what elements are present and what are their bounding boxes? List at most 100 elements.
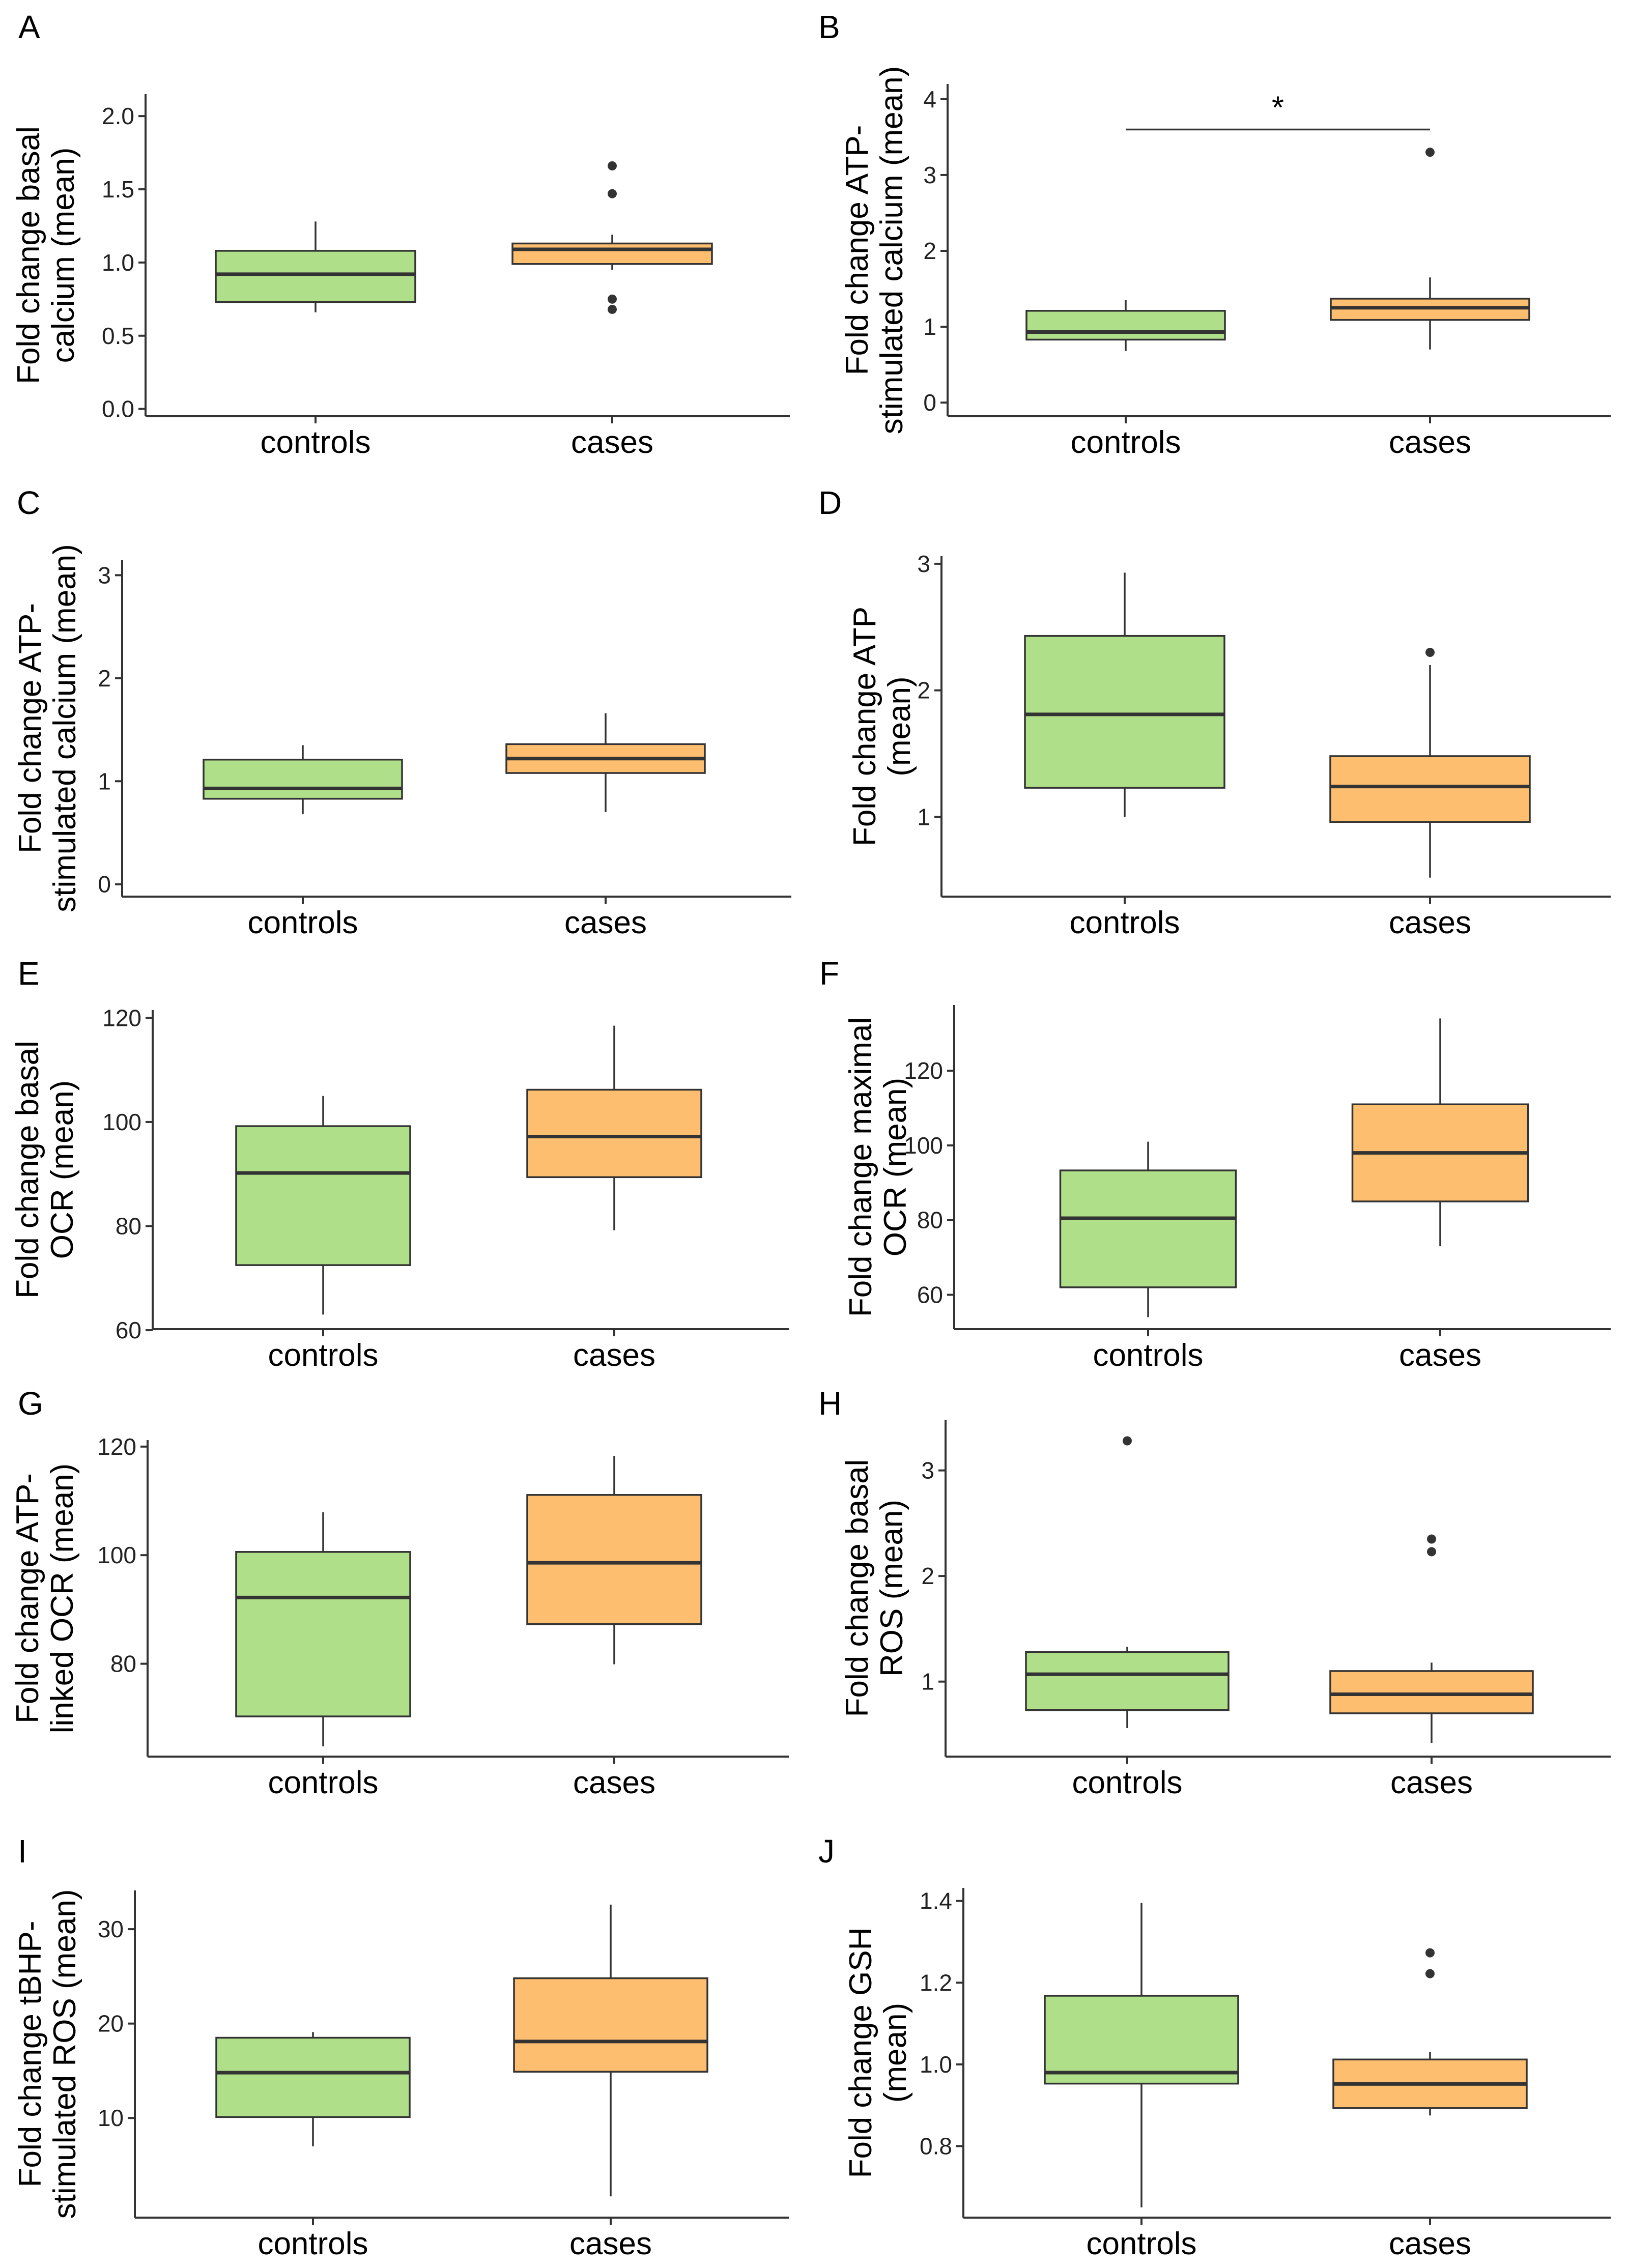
y-tick-label: 1	[921, 1669, 934, 1695]
y-axis-title-line: Fold change ATP-	[13, 603, 48, 853]
panel-j: J 0.8 1.0 1.2 1.4 Fold change GSH(mean) contro…	[818, 1833, 1611, 2261]
cases-box	[513, 1977, 708, 2073]
panel-a: A 0.0 0.5 1.0 1.5 2.0 Fold change basalcalcium…	[11, 9, 790, 460]
panel-e: E 60 80 100 120 Fold change basalOCR (mean) co…	[10, 955, 789, 1373]
y-axis-title-line: Fold change basal	[840, 1459, 875, 1717]
cases-box	[1329, 755, 1531, 823]
y-axis-title-line: (mean)	[878, 2003, 913, 2103]
y-tick-label: 1	[923, 313, 936, 340]
y-axis-title-line: Fold change tBHP-	[13, 1921, 48, 2188]
y-axis-title-line: Fold change ATP	[847, 607, 882, 846]
y-axis-title-line: linked OCR (mean)	[45, 1463, 80, 1734]
y-tick-label: 2	[917, 677, 930, 704]
y-tick-label: 1.4	[920, 1888, 952, 1914]
controls-category-label: controls	[268, 1765, 378, 1800]
y-axis-title: Fold change ATP-linked OCR (mean)	[10, 1463, 80, 1734]
cases-box	[526, 1088, 702, 1179]
y-tick-label: 1	[98, 768, 111, 794]
panel-c-letter: C	[17, 484, 40, 521]
y-tick-label: 1.5	[102, 176, 134, 203]
cases-outlier-point	[1427, 1547, 1436, 1557]
y-tick-label: 0.5	[102, 323, 134, 349]
cases-box	[511, 242, 713, 265]
y-tick-label: 120	[904, 1057, 943, 1084]
y-tick-label: 100	[904, 1132, 943, 1159]
controls-category-label: controls	[1069, 905, 1180, 940]
controls-box	[215, 250, 416, 303]
y-tick-label: 3	[921, 1457, 934, 1484]
y-tick-label: 3	[923, 162, 936, 188]
controls-box	[203, 758, 403, 800]
y-tick-label: 1.0	[102, 249, 134, 276]
y-axis-title-line: OCR (mean)	[45, 1080, 80, 1259]
cases-box	[1329, 1670, 1534, 1714]
cases-category-label: cases	[564, 905, 647, 940]
controls-box	[235, 1551, 411, 1717]
panel-h-letter: H	[818, 1385, 842, 1422]
y-tick-label: 0.0	[102, 396, 134, 422]
y-tick-label: 1.2	[920, 1969, 952, 1996]
panel-d-letter: D	[818, 484, 842, 521]
panel-i: I 10 20 30 Fold change tBHP-stimulated ROS (…	[13, 1833, 789, 2261]
cases-category-label: cases	[569, 2226, 652, 2261]
panel-g-letter: G	[18, 1385, 43, 1422]
y-axis-title: Fold change tBHP-stimulated ROS (mean)	[13, 1889, 82, 2219]
y-axis-title: Fold change ATP(mean)	[847, 607, 917, 846]
controls-category-label: controls	[1093, 1338, 1203, 1373]
y-axis-title-line: Fold change basal	[11, 126, 46, 384]
y-tick-label: 120	[97, 1433, 136, 1460]
cases-outlier-point	[608, 189, 617, 198]
controls-category-label: controls	[1072, 1765, 1182, 1800]
y-axis-title: Fold change basalROS (mean)	[840, 1459, 909, 1717]
panel-b: B 0 1 2 3 4 Fold change ATP-stimulated calcium…	[818, 9, 1611, 460]
cases-category-label: cases	[571, 425, 653, 460]
panel-e-letter: E	[18, 955, 40, 992]
y-tick-label: 10	[98, 2105, 124, 2131]
controls-category-label: controls	[268, 1338, 378, 1373]
y-tick-label: 1.0	[920, 2051, 952, 2078]
panel-b-letter: B	[818, 9, 840, 45]
cases-box	[526, 1494, 702, 1625]
y-axis-title: Fold change ATP-stimulated calcium (mean…	[840, 66, 909, 435]
y-axis-title-line: stimulated calcium (mean)	[874, 66, 909, 435]
y-tick-label: 20	[98, 2011, 124, 2037]
cases-category-label: cases	[1389, 2226, 1471, 2261]
y-axis-title: Fold change maximalOCR (mean)	[843, 1017, 913, 1317]
y-axis-title-line: calcium (mean)	[46, 148, 81, 363]
controls-box	[215, 2036, 411, 2118]
y-tick-label: 3	[98, 562, 111, 588]
y-tick-label: 2	[921, 1563, 934, 1589]
y-tick-label: 0.8	[920, 2133, 952, 2159]
panel-j-letter: J	[818, 1833, 835, 1870]
cases-category-label: cases	[573, 1338, 655, 1373]
y-axis-title-line: Fold change maximal	[843, 1017, 878, 1317]
y-axis-title-line: ROS (mean)	[874, 1500, 909, 1677]
y-tick-label: 120	[102, 1004, 141, 1031]
y-axis-title-line: (mean)	[882, 676, 917, 776]
y-tick-label: 80	[116, 1213, 141, 1239]
y-tick-label: 60	[917, 1281, 943, 1308]
controls-category-label: controls	[1086, 2226, 1196, 2261]
controls-category-label: controls	[260, 425, 370, 460]
y-tick-label: 80	[917, 1207, 943, 1233]
cases-category-label: cases	[1389, 905, 1471, 940]
y-axis-title-line: Fold change ATP-	[840, 125, 875, 376]
cases-category-label: cases	[1390, 1765, 1473, 1800]
y-axis-title-line: stimulated ROS (mean)	[47, 1889, 82, 2219]
panel-i-letter: I	[18, 1833, 27, 1870]
y-axis-title: Fold change GSH(mean)	[843, 1928, 913, 2178]
y-tick-label: 80	[110, 1651, 136, 1677]
controls-box	[1044, 1995, 1239, 2085]
controls-category-label: controls	[247, 905, 358, 940]
cases-outlier-point	[1425, 1969, 1435, 1978]
y-tick-label: 100	[97, 1542, 136, 1568]
panel-d: D 1 2 3 Fold change ATP(mean) controls cases	[818, 484, 1611, 940]
cases-outlier-point	[608, 294, 617, 304]
panel-a-letter: A	[18, 9, 40, 45]
panel-h: H 1 2 3 Fold change basalROS (mean) controls c…	[818, 1385, 1611, 1800]
y-axis-title: Fold change basalcalcium (mean)	[11, 126, 81, 384]
y-tick-label: 2	[923, 238, 936, 264]
y-tick-label: 2.0	[102, 103, 134, 129]
